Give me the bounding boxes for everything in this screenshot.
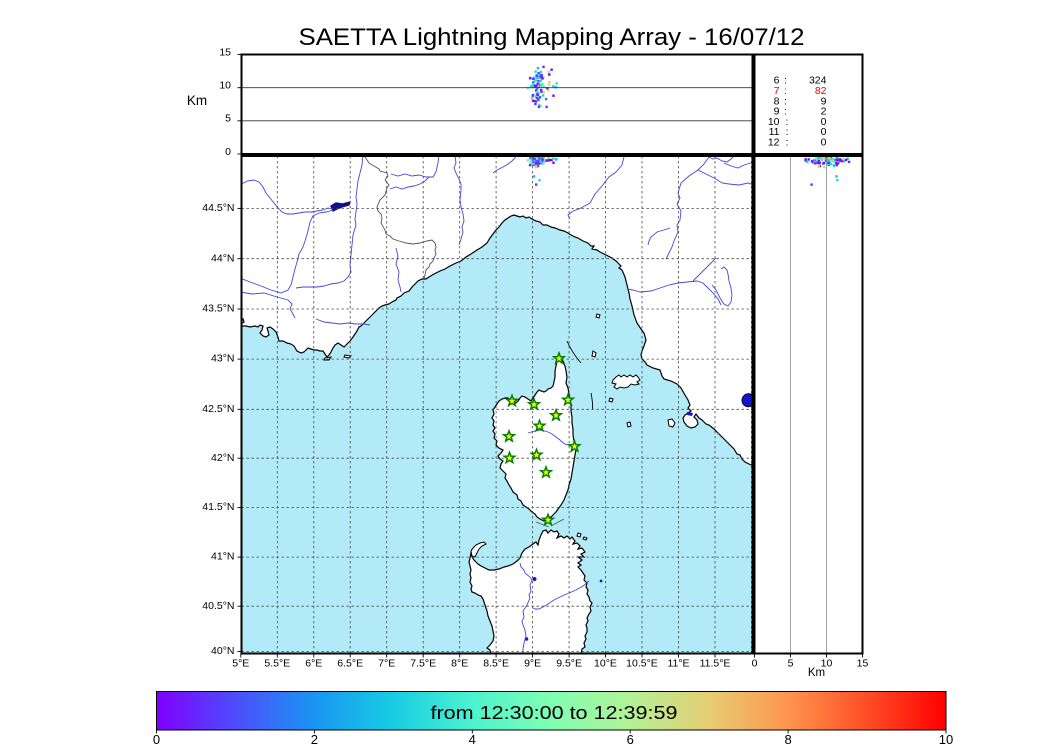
svg-text:10: 10	[768, 116, 780, 128]
svg-text::: :	[784, 95, 787, 107]
svg-text:0: 0	[153, 732, 160, 747]
svg-text::: :	[784, 75, 787, 87]
svg-text:9.5°E: 9.5°E	[556, 658, 582, 670]
svg-text:6: 6	[627, 732, 634, 747]
svg-text:44°N: 44°N	[211, 252, 234, 264]
svg-text:7.5°E: 7.5°E	[410, 658, 436, 670]
svg-text::: :	[786, 126, 789, 138]
svg-text:7: 7	[774, 85, 780, 97]
svg-text:0: 0	[821, 137, 827, 149]
svg-text:15: 15	[219, 46, 231, 58]
svg-text:0: 0	[821, 126, 827, 138]
svg-text:41.5°N: 41.5°N	[202, 501, 234, 513]
svg-text:10: 10	[821, 658, 833, 670]
svg-text::: :	[784, 106, 787, 118]
svg-text:10: 10	[939, 732, 953, 747]
svg-text:12: 12	[768, 137, 780, 149]
svg-text:9: 9	[774, 106, 780, 118]
svg-text::: :	[786, 116, 789, 128]
svg-text:5: 5	[225, 113, 231, 125]
svg-text:5.5°E: 5.5°E	[264, 658, 290, 670]
svg-text:11: 11	[769, 126, 780, 138]
svg-text:7°E: 7°E	[378, 658, 395, 670]
svg-text:0: 0	[225, 146, 231, 158]
svg-text:8°E: 8°E	[451, 658, 468, 670]
svg-text::: :	[786, 137, 789, 149]
svg-text:44.5°N: 44.5°N	[202, 202, 234, 214]
svg-text:82: 82	[815, 85, 827, 97]
svg-text:8.5°E: 8.5°E	[483, 658, 509, 670]
svg-text:43.5°N: 43.5°N	[202, 303, 234, 315]
svg-text:0: 0	[821, 116, 827, 128]
svg-text:6°E: 6°E	[305, 658, 322, 670]
svg-text:8: 8	[774, 95, 780, 107]
svg-text:6.5°E: 6.5°E	[337, 658, 363, 670]
svg-text:Km: Km	[808, 667, 825, 679]
svg-text:324: 324	[809, 75, 827, 87]
svg-text:9: 9	[821, 95, 827, 107]
svg-text:42.5°N: 42.5°N	[202, 403, 234, 415]
svg-text:from 12:30:00 to 12:39:59: from 12:30:00 to 12:39:59	[431, 702, 678, 723]
svg-text:2: 2	[821, 106, 827, 118]
svg-text::: :	[784, 85, 787, 97]
svg-text:4: 4	[469, 732, 476, 747]
svg-text:40°N: 40°N	[211, 645, 234, 657]
svg-text:10.5°E: 10.5°E	[626, 658, 658, 670]
svg-text:Km: Km	[187, 93, 207, 108]
svg-text:15: 15	[857, 658, 869, 670]
svg-text:42°N: 42°N	[211, 452, 234, 464]
svg-text:6: 6	[774, 75, 780, 87]
svg-text:5: 5	[788, 658, 794, 670]
svg-text:11.5°E: 11.5°E	[700, 658, 731, 670]
svg-text:11°E: 11°E	[667, 658, 689, 670]
svg-text:2: 2	[311, 732, 318, 747]
svg-text:SAETTA Lightning Mapping Array: SAETTA Lightning Mapping Array - 16/07/1…	[299, 24, 805, 51]
svg-text:41°N: 41°N	[211, 551, 234, 563]
svg-text:8: 8	[784, 732, 791, 747]
svg-text:10: 10	[219, 80, 231, 92]
svg-text:0: 0	[752, 658, 758, 670]
svg-text:9°E: 9°E	[524, 658, 541, 670]
svg-text:40.5°N: 40.5°N	[202, 600, 234, 612]
svg-text:5°E: 5°E	[232, 658, 249, 670]
svg-text:43°N: 43°N	[211, 353, 234, 365]
svg-text:10°E: 10°E	[594, 658, 617, 670]
